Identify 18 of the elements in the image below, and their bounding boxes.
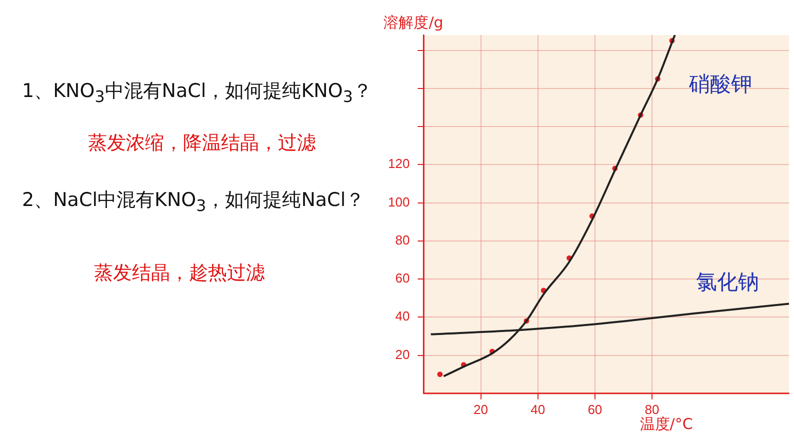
x-tick-label: 80 xyxy=(644,402,660,417)
text: 2、NaCl中混有KNO$_{3}$，如何提纯NaCl？ xyxy=(22,188,365,215)
x-tick-label: 60 xyxy=(588,402,602,417)
y-tick-label: 80 xyxy=(395,232,410,248)
y-tick-label: 60 xyxy=(395,270,410,286)
x-tick-label: 20 xyxy=(474,402,488,417)
x-axis-title: 温度/°C xyxy=(640,414,693,433)
text: 1、KNO$_{3}$中混有NaCl，如何提纯KNO$_{3}$？ xyxy=(22,79,372,106)
series-label: 氯化钠 xyxy=(696,270,759,294)
y-tick-label: 20 xyxy=(395,346,410,362)
y-axis-title: 溶解度/g xyxy=(384,13,444,32)
y-tick-label: 120 xyxy=(388,156,410,172)
text: 蒸发浓缩，降温结晶，过滤 xyxy=(88,131,316,156)
text: 蒸发结晶，趁热过滤 xyxy=(94,261,265,286)
y-tick-label: 100 xyxy=(388,194,410,210)
y-tick-label: 40 xyxy=(395,308,410,324)
x-tick-label: 40 xyxy=(530,402,546,417)
series-label: 硝酸钾 xyxy=(688,72,752,96)
